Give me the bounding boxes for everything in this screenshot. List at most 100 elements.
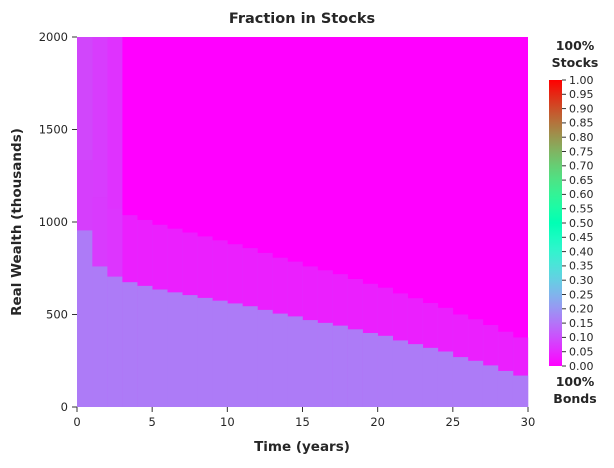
chart-title: Fraction in Stocks — [229, 11, 375, 27]
colorbar-tick-label: 0.05 — [569, 346, 594, 359]
axes: 0 5 10 15 20 25 30 0 500 1000 1500 2000 — [39, 30, 536, 429]
heatmap-cell-transition — [347, 278, 363, 330]
colorbar-tick-label: 0.30 — [569, 274, 594, 287]
heatmap-cell-transition — [182, 232, 198, 296]
heatmap-cell-transition — [497, 331, 514, 371]
colorbar: 0.000.05 0.100.150.20 0.250.300.35 0.400.45… — [549, 38, 598, 406]
y-axis-title: Real Wealth (thousands) — [9, 128, 25, 316]
heatmap-cell-high — [497, 370, 514, 407]
y-tick-label: 1500 — [39, 123, 68, 137]
colorbar-tick-label: 0.90 — [569, 102, 594, 115]
colorbar-tick-label: 0.65 — [569, 174, 594, 187]
colorbar-tick-label: 0.50 — [569, 217, 594, 230]
heatmap-cell-transition — [227, 244, 243, 304]
heatmap-cell-transition — [302, 266, 318, 321]
y-tick-label: 0 — [61, 400, 68, 414]
heatmap-cell-high — [332, 325, 348, 407]
colorbar-tick-label: 0.10 — [569, 331, 594, 344]
heatmap-cell-transition — [482, 325, 499, 366]
x-tick-label: 20 — [370, 415, 385, 429]
heatmap-cell-transition — [362, 283, 378, 333]
x-tick-label: 15 — [295, 415, 310, 429]
colorbar-tick-label: 0.75 — [569, 145, 594, 158]
colorbar-tick-label: 0.35 — [569, 260, 594, 273]
colorbar-tick-label: 0.85 — [569, 117, 594, 130]
colorbar-tick-label: 0.20 — [569, 303, 594, 316]
heatmap-cell-high — [227, 303, 243, 407]
colorbar-bottom-label-line2: Bonds — [553, 391, 596, 406]
heatmap-cell-transition — [212, 240, 228, 301]
heatmap-cell-transition — [392, 293, 409, 341]
heatmap-cell-high — [152, 289, 168, 407]
heatmap-cell-high — [272, 313, 288, 407]
heatmap-cell-transition — [152, 224, 168, 290]
heatmap-cell-transition — [452, 314, 469, 358]
colorbar-tick-label: 0.40 — [569, 245, 594, 258]
heatmap-cell-transition — [197, 236, 213, 298]
heatmap-cells — [77, 37, 529, 407]
heatmap-cell-transition — [107, 208, 123, 277]
heatmap-cell-high — [392, 340, 409, 407]
heatmap-cell-high — [437, 351, 454, 407]
heatmap-cell-transition — [167, 228, 183, 293]
heatmap-cell-transition — [137, 219, 153, 286]
heatmap-cell-high — [107, 276, 123, 407]
heatmap-cell-high — [422, 347, 439, 407]
heatmap-cell-high — [167, 292, 183, 407]
heatmap-cell-high — [377, 335, 393, 407]
heatmap-cell-transition — [422, 303, 439, 348]
colorbar-tick-label: 0.00 — [569, 360, 594, 373]
y-tick-label: 2000 — [39, 30, 68, 44]
x-tick-label: 5 — [149, 415, 156, 429]
heatmap-cell-high — [137, 285, 153, 407]
colorbar-tick-label: 0.25 — [569, 288, 594, 301]
colorbar-tick-label: 1.00 — [569, 74, 594, 87]
heatmap-cell-transition — [257, 252, 273, 310]
heatmap-cell-transition — [272, 257, 288, 314]
heatmap-cell-high — [77, 230, 93, 407]
heatmap-cell-high — [182, 295, 198, 407]
x-tick-label: 0 — [73, 415, 80, 429]
heatmap-cell-high — [482, 365, 499, 407]
heatmap-cell-transition — [407, 298, 424, 345]
heatmap-cell-high — [287, 316, 303, 407]
x-tick-label: 25 — [446, 415, 461, 429]
heatmap-cell-transition — [437, 307, 454, 352]
colorbar-top-label-line2: Stocks — [552, 55, 599, 70]
heatmap-cell-transition — [332, 274, 348, 326]
heatmap-cell-high — [197, 297, 213, 407]
heatmap-cell-high — [467, 360, 484, 407]
heatmap-cell-transition — [317, 270, 333, 323]
heatmap-cell-high — [212, 300, 228, 407]
colorbar-tick-label: 0.95 — [569, 88, 594, 101]
heatmap-cell-high — [362, 333, 378, 407]
heatmap-cell-high — [257, 309, 273, 407]
colorbar-tick-label: 0.60 — [569, 188, 594, 201]
heatmap-cell-high — [512, 375, 529, 407]
colorbar-ticks: 0.000.05 0.100.150.20 0.250.300.35 0.400.45… — [562, 74, 594, 373]
heatmap-cell-high — [407, 344, 424, 407]
colorbar-tick-label: 0.15 — [569, 317, 594, 330]
heatmap-cell-transition — [77, 160, 93, 231]
heatmap-cell-transition — [242, 248, 258, 307]
colorbar-gradient — [549, 80, 562, 366]
heatmap-cell-high — [242, 306, 258, 407]
heatmap-cell-high — [92, 266, 108, 407]
heatmap-cell-high — [347, 329, 363, 407]
heatmap-cell-transition — [287, 261, 303, 317]
heatmap-cell-transition — [122, 215, 138, 283]
heatmap-cell-transition — [92, 197, 108, 267]
heatmap-cell-transition — [512, 337, 529, 376]
colorbar-bottom-label-line1: 100% — [556, 374, 595, 389]
colorbar-tick-label: 0.70 — [569, 160, 594, 173]
heatmap-cell-high — [122, 282, 138, 407]
heatmap-cell-transition — [467, 319, 484, 361]
y-tick-label: 500 — [46, 308, 68, 322]
heatmap-cell-high — [317, 322, 333, 407]
x-tick-label: 10 — [220, 415, 235, 429]
colorbar-tick-label: 0.80 — [569, 131, 594, 144]
x-tick-label: 30 — [521, 415, 536, 429]
x-axis-title: Time (years) — [254, 439, 350, 455]
